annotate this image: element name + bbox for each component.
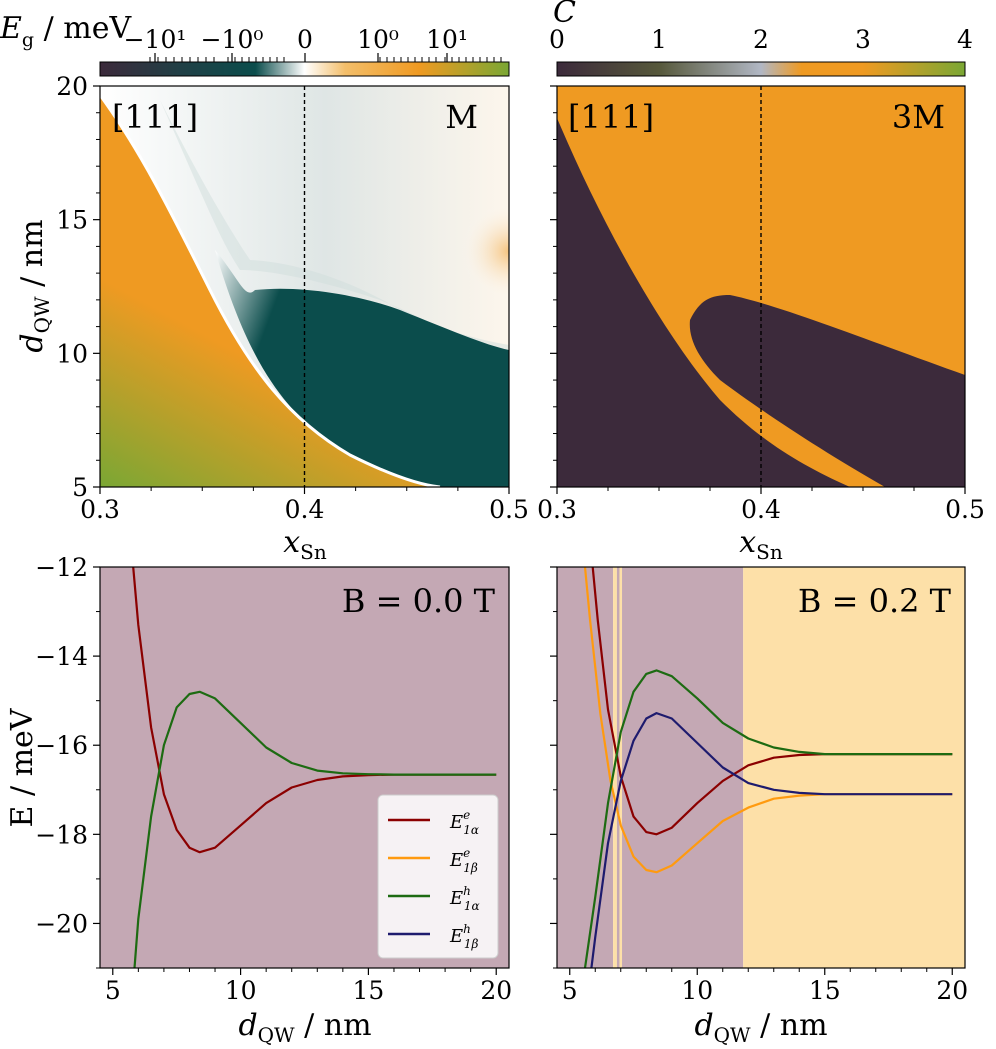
y-tick-label: −14 [35, 642, 88, 671]
heatmap-gap-light-teal-band [160, 100, 509, 365]
line-chart-b02-annotation: B = 0.2 T [798, 582, 952, 620]
colorbar-right-label: C [553, 0, 576, 30]
colorbar-left-tick: −10¹ [124, 25, 187, 54]
colorbar-left-tick: 10⁰ [357, 25, 399, 54]
x-tick-label: 15 [353, 976, 385, 1005]
phase-region [743, 567, 965, 968]
x-tick-label: 0.4 [741, 495, 781, 524]
colorbar-right-tick: 0 [549, 25, 565, 54]
y-tick-label: −20 [35, 909, 88, 938]
heatmap-chern-model-label: 3M [892, 98, 945, 136]
line-chart-b02-xlabel: dQW / nm [694, 1008, 827, 1047]
colorbar-left-tick: 10¹ [426, 25, 468, 54]
line-chart-b0-series [132, 567, 497, 968]
line-chart-b02-xticks: 5 10 15 20 [562, 968, 968, 1005]
heatmap-gap-xticks: 0.3 0.4 0.5 [80, 487, 529, 524]
y-tick-label: −12 [35, 553, 88, 582]
x-tick-label: 20 [480, 976, 512, 1005]
colorbar-left-minor-ticks [149, 53, 502, 62]
legend: Ee 1α Ee 1β Eh 1α Eh 1β [377, 794, 499, 959]
line-chart-b02-series [583, 567, 953, 968]
phase-region [557, 567, 614, 968]
line-chart-b02-yticks [550, 566, 557, 969]
line-chart-b0-ylabel: E / meV [5, 707, 40, 827]
colorbar-left: Eg / meV −10¹ −10⁰ 0 10⁰ 10¹ [0, 11, 510, 77]
y-tick-label: 10 [56, 339, 88, 368]
heatmap-chern-panel: [111] 3M 0.3 0.4 0.5 xSn [537, 85, 985, 564]
colorbar-right-tick: 1 [651, 25, 667, 54]
line-chart-b0-annotation: B = 0.0 T [342, 582, 496, 620]
x-tick-label: 5 [562, 976, 578, 1005]
heatmap-gap-orientation-label: [111] [112, 98, 198, 136]
heatmap-gap-panel: [111] M 0.3 0.4 0.5 5 10 15 20 xSn dQW / nm [15, 72, 529, 564]
heatmap-chern-lobe [689, 295, 965, 487]
y-tick-label: −16 [35, 731, 88, 760]
y-tick-label: 15 [56, 206, 88, 235]
x-tick-label: 0.3 [537, 495, 577, 524]
legend-label: Eh 1α [449, 884, 480, 913]
series-line-E1βh [590, 712, 953, 968]
heatmap-chern-yticks [550, 85, 557, 488]
x-tick-label: 10 [681, 976, 713, 1005]
y-tick-label: −18 [35, 820, 88, 849]
legend-label: Ee 1β [449, 846, 478, 875]
phase-region [622, 567, 744, 968]
line-chart-b0: B = 0.0 T 5 10 15 20 −20 −18 −16 −14 −12 dQW / … [5, 553, 512, 1047]
line-chart-b0-yticks: −20 −18 −16 −14 −12 [35, 553, 100, 969]
colorbar-right-tick: 4 [957, 25, 973, 54]
heatmap-chern-trivial-region [557, 118, 850, 487]
x-tick-label: 0.3 [80, 495, 120, 524]
x-tick-label: 0.5 [489, 495, 529, 524]
x-tick-label: 10 [225, 976, 257, 1005]
colorbar-right: C 0 1 2 3 4 [549, 0, 973, 77]
legend-box [377, 794, 499, 959]
line-chart-b02-frame [556, 566, 966, 969]
heatmap-chern-xlabel: xSn [739, 525, 783, 564]
phase-region [619, 567, 623, 968]
y-tick-label: 20 [56, 72, 88, 101]
heatmap-chern-xticks: 0.3 0.4 0.5 [537, 487, 985, 524]
series-line-E1αh [133, 690, 497, 968]
series-line-E1αh [583, 669, 953, 968]
x-tick-label: 15 [809, 976, 841, 1005]
x-tick-label: 5 [105, 976, 121, 1005]
heatmap-gap-yticks: 5 10 15 20 [56, 72, 100, 502]
line-chart-b02: B = 0.2 T 5 10 15 20 dQW / nm [550, 566, 968, 1047]
colorbar-left-label: Eg / meV [0, 11, 132, 51]
heatmap-gap-teal-region [215, 250, 509, 487]
line-chart-b0-xticks: 5 10 15 20 [105, 968, 512, 1005]
y-tick-label: 5 [72, 473, 88, 502]
x-tick-label: 0.5 [945, 495, 985, 524]
colorbar-right-bar [556, 61, 966, 77]
line-chart-b0-xlabel: dQW / nm [238, 1008, 371, 1047]
heatmap-gap-orange-haze [400, 191, 509, 300]
legend-label: Ee 1α [449, 808, 479, 837]
heatmap-gap-zero-line [100, 94, 441, 487]
colorbar-left-tick: 0 [297, 25, 313, 54]
line-chart-b02-regions [557, 567, 965, 968]
colorbar-right-tick: 2 [753, 25, 769, 54]
colorbar-right-tick: 3 [855, 25, 871, 54]
heatmap-gap-xlabel: xSn [283, 525, 327, 564]
heatmap-gap-ylabel: dQW / nm [15, 219, 54, 352]
colorbar-left-tick: −10⁰ [201, 25, 264, 54]
x-tick-label: 0.4 [285, 495, 325, 524]
x-tick-label: 20 [936, 976, 968, 1005]
heatmap-gap-model-label: M [445, 98, 478, 136]
heatmap-chern-orientation-label: [111] [568, 98, 654, 136]
legend-label: Eh 1β [449, 922, 479, 951]
line-chart-b0-frame [99, 566, 510, 969]
colorbar-left-bar [99, 61, 510, 77]
